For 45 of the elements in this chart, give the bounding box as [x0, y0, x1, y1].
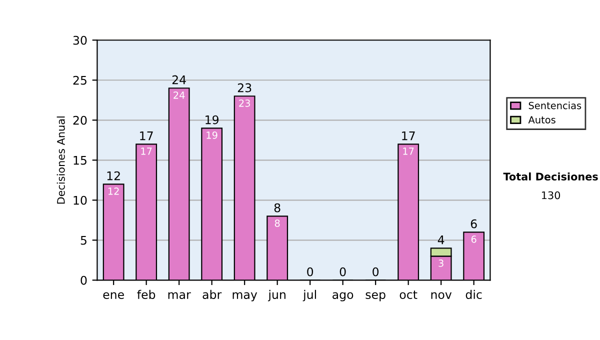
y-axis-title: Decisiones Anual	[56, 116, 65, 204]
legend-label: Sentencias	[528, 102, 582, 110]
y-tick-label: 20	[73, 116, 87, 125]
x-tick-label: mar	[168, 292, 191, 300]
legend-label: Autos	[528, 116, 556, 124]
y-tick-label: 25	[73, 76, 86, 85]
y-tick-label: 15	[74, 156, 86, 165]
total-label: 24	[172, 75, 186, 84]
total-label: 0	[307, 267, 314, 276]
data-label: 8	[274, 220, 280, 227]
data-label: 3	[438, 260, 444, 267]
total-label: 19	[206, 115, 219, 124]
data-label: 6	[471, 236, 476, 243]
data-label: 12	[108, 188, 119, 195]
total-label: 23	[238, 83, 252, 92]
x-tick-label: oct	[400, 290, 418, 300]
x-tick-label: may	[232, 292, 258, 302]
x-tick-label: sep	[366, 292, 386, 302]
data-label: 17	[403, 148, 414, 155]
total-label: 8	[274, 203, 280, 212]
x-tick-label: nov	[431, 292, 452, 300]
y-tick-label: 5	[80, 236, 86, 245]
y-tick-label: 0	[80, 276, 87, 285]
y-tick-label: 10	[74, 196, 87, 205]
y-tick-label: 30	[73, 36, 87, 45]
total-label: 12	[107, 171, 120, 180]
total-label: 0	[372, 267, 379, 276]
data-label: 23	[239, 100, 250, 107]
x-tick-label: jun	[268, 290, 286, 302]
data-label: 17	[141, 148, 152, 155]
x-tick-label: dic	[466, 290, 482, 300]
x-tick-label: ago	[332, 292, 354, 302]
total-label: 17	[140, 131, 153, 140]
total-label: 4	[438, 235, 444, 244]
data-label: 19	[206, 132, 218, 139]
total-label: 0	[340, 267, 346, 276]
x-tick-label: feb	[137, 290, 156, 300]
x-tick-label: abr	[202, 290, 222, 300]
total-label: 17	[402, 131, 415, 140]
text: Total Decisiones	[503, 172, 598, 180]
text: 130	[542, 191, 560, 200]
total-label: 6	[470, 219, 477, 228]
data-label: 24	[174, 92, 185, 99]
x-tick-label: jul	[302, 290, 316, 302]
x-tick-label: ene	[103, 292, 124, 300]
